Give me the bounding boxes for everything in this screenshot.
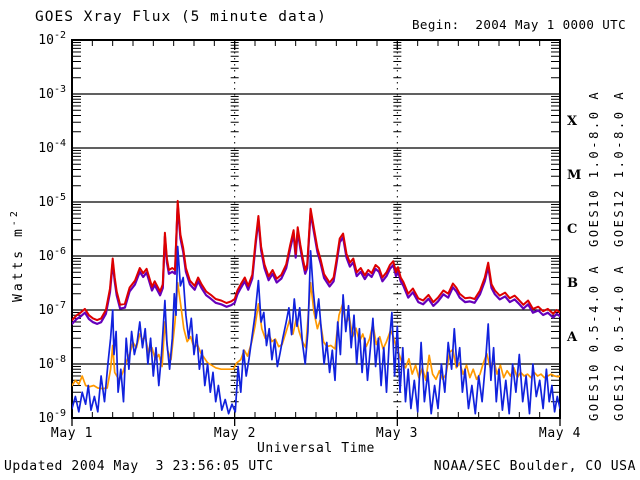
y-tick-label: 10-8 [38,354,66,372]
y-tick-label: 10-2 [38,30,66,48]
updated-timestamp: Updated 2004 May 3 23:56:05 UTC [4,459,274,474]
y-axis-title: Watts m-2 [9,208,26,302]
y-tick-label: 10-4 [38,138,66,156]
goes12_short-curve [72,245,560,415]
y-axis-title-text: Watts m [11,226,26,302]
y-tick-label: 10-5 [38,192,66,210]
legend-goes12-short-label: GOES12 0.5-4.0 A [612,264,626,421]
x-tick-label-may4: May 4 [539,426,581,441]
legend-goes10-short-label: GOES10 0.5-4.0 A [587,264,601,421]
flare-class-b-label: B [567,276,578,291]
y-tick-label: 10-7 [38,300,66,318]
y-tick-label: 10-6 [38,246,66,264]
y-tick-label: 10-9 [38,408,66,426]
plot-frame [71,39,561,419]
y-tick-label: 10-3 [38,84,66,102]
flare-class-a-label: A [566,330,578,345]
goes12_long-curve [72,199,560,322]
page-title: GOES Xray Flux (5 minute data) [35,9,327,25]
flare-class-c-label: C [567,222,577,237]
x-tick-label-may2: May 2 [214,426,256,441]
flare-class-x-label: X [567,114,578,129]
x-axis-title: Universal Time [257,441,375,456]
x-tick-label-may1: May 1 [51,426,93,441]
credit-label: NOAA/SEC Boulder, CO USA [434,459,636,474]
plot-area: 10-2 10-3 10-4 10-5 10-6 10-7 10-8 10-9 [38,30,561,426]
flare-class-m-label: M [567,168,581,183]
begin-time-label: Begin: 2004 May 1 0000 UTC [412,17,626,32]
legend-goes10-long-label: GOES10 1.0-8.0 A [587,90,601,247]
y-axis-title-exponent: -2 [9,208,20,226]
legend-goes12-long-label: GOES12 1.0-8.0 A [612,90,626,247]
x-tick-label-may3: May 3 [376,426,418,441]
